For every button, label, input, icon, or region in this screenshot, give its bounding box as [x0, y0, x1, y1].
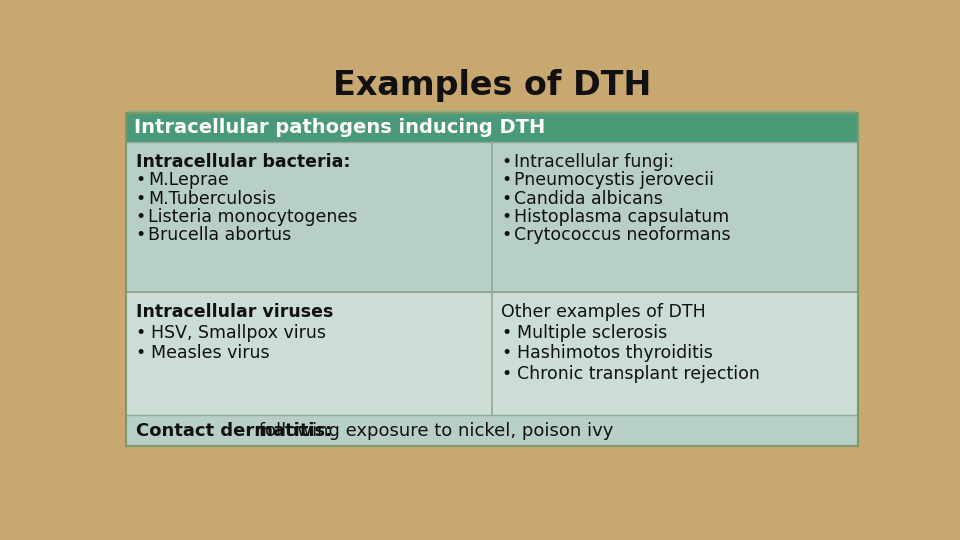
Text: Intracellular fungi:: Intracellular fungi:	[514, 153, 674, 171]
Text: Chronic transplant rejection: Chronic transplant rejection	[516, 365, 759, 383]
Bar	[126, 112, 858, 446]
Text: Other examples of DTH: Other examples of DTH	[501, 303, 706, 321]
Text: •: •	[135, 323, 146, 341]
Text: Examples of DTH: Examples of DTH	[333, 69, 651, 102]
Text: •: •	[501, 345, 512, 362]
Text: •: •	[501, 208, 512, 226]
Text: following exposure to nickel, poison ivy: following exposure to nickel, poison ivy	[253, 422, 613, 440]
Text: •: •	[135, 208, 146, 226]
Text: HSV, Smallpox virus: HSV, Smallpox virus	[151, 323, 326, 341]
Text: •: •	[135, 190, 146, 207]
Text: Listeria monocytogenes: Listeria monocytogenes	[148, 208, 357, 226]
Text: Histoplasma capsulatum: Histoplasma capsulatum	[514, 208, 729, 226]
Text: •: •	[501, 171, 512, 189]
Bar	[130, 111, 854, 122]
Text: Hashimotos thyroiditis: Hashimotos thyroiditis	[516, 345, 712, 362]
Text: Measles virus: Measles virus	[151, 345, 270, 362]
Text: Intracellular pathogens inducing DTH: Intracellular pathogens inducing DTH	[134, 118, 545, 137]
Text: M.Tuberculosis: M.Tuberculosis	[148, 190, 276, 207]
Text: •: •	[135, 345, 146, 362]
Text: •: •	[501, 365, 512, 383]
Bar	[126, 415, 858, 446]
Text: •: •	[135, 226, 146, 245]
Text: •: •	[501, 226, 512, 245]
Text: Pneumocystis jerovecii: Pneumocystis jerovecii	[514, 171, 713, 189]
Text: •: •	[501, 323, 512, 341]
Text: Brucella abortus: Brucella abortus	[148, 226, 291, 245]
Bar	[126, 112, 858, 142]
Text: •: •	[135, 171, 146, 189]
Text: Crytococcus neoformans: Crytococcus neoformans	[514, 226, 731, 245]
Text: •: •	[501, 153, 512, 171]
Text: Intracellular bacteria:: Intracellular bacteria:	[135, 153, 350, 171]
Bar	[126, 142, 858, 292]
Text: Contact dermatitis:: Contact dermatitis:	[135, 422, 332, 440]
Text: Candida albicans: Candida albicans	[514, 190, 662, 207]
Text: Multiple sclerosis: Multiple sclerosis	[516, 323, 667, 341]
Text: M.Leprae: M.Leprae	[148, 171, 228, 189]
Bar	[126, 292, 858, 415]
Text: Intracellular viruses: Intracellular viruses	[135, 303, 333, 321]
Text: •: •	[501, 190, 512, 207]
